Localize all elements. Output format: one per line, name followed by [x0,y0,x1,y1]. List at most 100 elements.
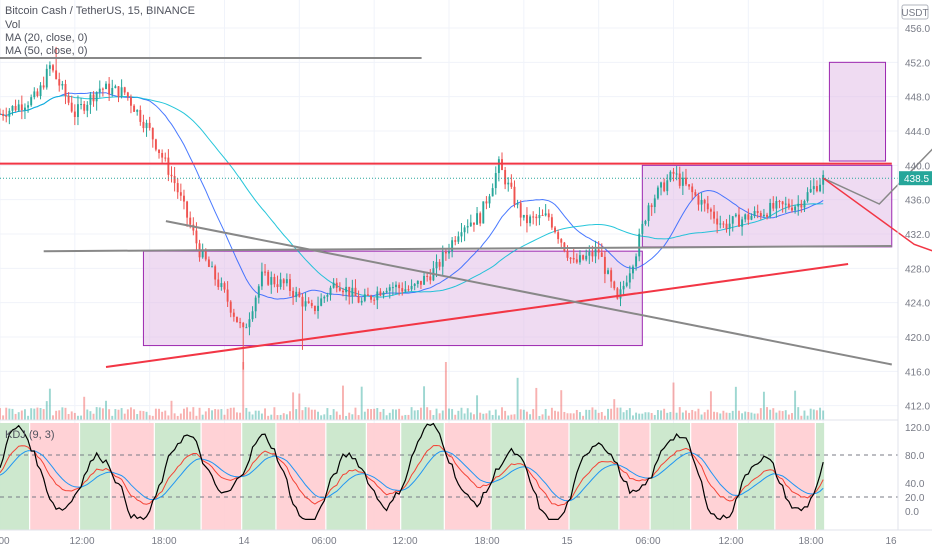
time-tick-label: 18:00 [474,536,499,547]
candle-body [644,220,647,224]
candle-body [685,177,687,185]
oscillator-zone [30,423,79,530]
oscillator-zone [401,423,444,530]
current-price-label: 438.5 [904,174,929,185]
volume-bar [70,411,73,420]
volume-bar [441,410,444,420]
volume-bar [638,413,641,420]
volume-bar [217,409,220,420]
candle-body [126,92,129,98]
volume-bar [142,411,145,420]
candle-body [123,87,126,93]
volume-bar [529,414,532,420]
candle-body [738,214,740,227]
time-tick-label: 12:00 [69,536,94,547]
candle-body [578,255,581,263]
volume-bar [173,413,176,420]
candle-body [332,282,335,288]
gray-line[interactable] [165,220,892,366]
osc-tick-label: 120.0 [905,423,930,434]
red_arrow-line[interactable] [822,177,932,298]
price-tick-label: 424.0 [905,299,930,310]
candle-body [298,291,301,297]
volume-bar [756,413,759,420]
range-box[interactable] [828,61,887,162]
candle-body [513,186,516,205]
candle-body [388,287,391,291]
candle-body [342,290,344,293]
volume-bar [769,409,772,420]
volume-bar [685,410,687,420]
volume-bar [669,411,672,420]
candle-body [550,217,553,228]
volume-bar [538,415,541,420]
currency-badge-label: USDT [901,8,928,19]
volume-bar [111,415,114,420]
range-box[interactable] [641,164,893,248]
candle-body [307,301,310,304]
price-tick-label: 428.0 [905,264,930,275]
time-tick-label: 00 [0,536,10,547]
candle-body [616,288,619,299]
candle-body [270,277,273,285]
candle-body [183,195,185,202]
candle-body [139,109,142,122]
volume-bar [323,414,326,420]
volume-bar [48,388,51,420]
candle-body [516,203,519,205]
oscillator-zone [0,423,30,530]
time-tick-label: 12:00 [718,536,743,547]
candle-body [741,219,744,227]
candle-body [451,240,454,252]
volume-bar [139,410,142,420]
candle-body [706,203,709,210]
volume-bar [39,407,42,420]
candle-body [220,283,223,288]
volume-bar [382,409,385,420]
candle-body [313,305,316,312]
candle-body [566,250,569,258]
volume-bar [600,412,603,420]
candle-body [585,255,588,260]
candle-body [55,70,58,80]
candle-body [192,224,195,231]
volume-bar [126,409,129,420]
candle-body [731,216,734,224]
gray_arrow-line[interactable] [822,67,932,205]
oscillator-zone [650,423,691,530]
candle-body [719,223,722,225]
candle-body [419,280,422,285]
candle-body [254,297,257,312]
currency-badge[interactable]: USDT [901,4,929,20]
candle-body [794,206,797,211]
price-tick-label: 440.0 [905,161,930,172]
volume-bar [787,414,790,420]
volume-bar [232,407,235,420]
volume-bar [260,413,263,420]
volume-bar [398,408,401,420]
candle-body [569,257,572,259]
volume-bar [566,413,569,420]
red-line[interactable] [105,263,849,368]
candle-body [479,213,482,224]
candle-body [647,205,650,221]
volume-bar [650,413,653,420]
candle-body [338,288,341,291]
candle-body [207,259,210,267]
trend-lines[interactable] [0,57,932,368]
candle-body [170,174,173,177]
volume-bar [448,408,450,420]
volume-bar [482,413,485,420]
candle-body [95,92,98,102]
volume-bar [504,410,507,420]
candle-body [201,249,204,258]
candle-body [17,104,20,111]
candle-body [641,223,644,234]
oscillator-background [0,423,898,530]
candle-body [89,94,92,105]
candle-body [92,94,95,102]
candle-body [8,110,11,117]
gray-line[interactable] [43,245,892,253]
candle-body [45,68,48,88]
